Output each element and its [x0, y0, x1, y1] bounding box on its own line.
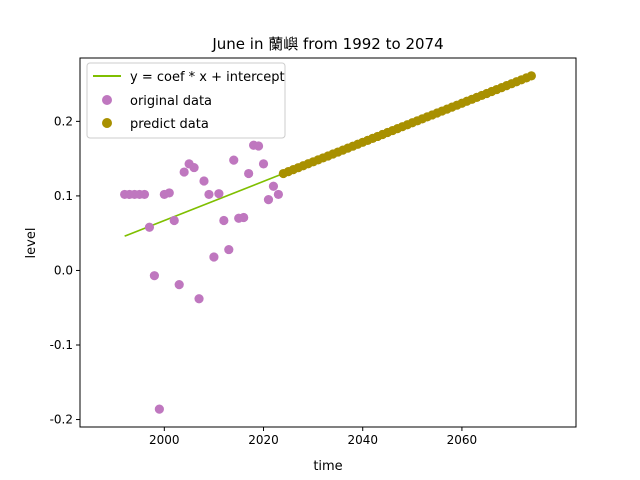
original-data-point: [154, 404, 164, 414]
original-data-point: [219, 215, 229, 226]
original-data-point: [149, 271, 159, 281]
original-data-point: [199, 176, 209, 186]
plot-area: [120, 71, 536, 414]
original-data-point: [209, 252, 219, 262]
legend: y = coef * x + intercept original data p…: [86, 62, 286, 139]
original-data-point: [194, 294, 204, 304]
original-data-point: [179, 167, 189, 177]
original-data-point: [214, 189, 224, 199]
x-tick-label: 2040: [347, 433, 378, 447]
y-axis: -0.2 -0.1 0.0 0.1 0.2: [50, 114, 80, 427]
x-tick-label: 2020: [248, 433, 279, 447]
plot-frame: [79, 57, 577, 428]
predict-data-point: [526, 71, 536, 81]
legend-original-label: original data: [130, 94, 212, 109]
y-tick-label: 0.0: [54, 263, 73, 277]
y-tick-label: 0.1: [54, 189, 73, 203]
y-tick-label: -0.1: [50, 338, 73, 352]
original-data-point: [144, 222, 155, 232]
original-data-point: [174, 280, 184, 290]
x-tick-label: 2000: [149, 433, 180, 447]
original-data-point: [258, 159, 269, 169]
y-axis-label: level: [24, 228, 39, 259]
chart-title: June in 蘭嶼 from 1992 to 2074: [211, 35, 443, 53]
original-data-point: [189, 162, 199, 173]
y-tick-label: 0.2: [54, 114, 73, 128]
original-data-point: [169, 215, 179, 226]
original-data-point: [224, 244, 234, 255]
original-data-point: [239, 212, 249, 223]
x-axis: 2000 2020 2040 2060: [149, 427, 477, 447]
original-data-point: [253, 141, 264, 151]
original-data-point: [263, 195, 274, 205]
y-tick-label: -0.2: [50, 413, 73, 427]
original-data-point: [244, 168, 254, 179]
x-tick-label: 2060: [447, 433, 478, 447]
legend-fit-line-label: y = coef * x + intercept: [130, 70, 285, 85]
legend-box: [86, 62, 286, 139]
original-data-point: [204, 189, 214, 200]
legend-original-marker: [102, 95, 112, 105]
original-data-point: [268, 181, 279, 191]
legend-predict-marker: [102, 118, 112, 128]
original-data-point: [229, 155, 239, 165]
original-data-point: [273, 189, 283, 200]
original-data-point: [139, 189, 150, 200]
x-axis-label: time: [313, 459, 342, 474]
original-data-point: [164, 188, 174, 198]
legend-predict-label: predict data: [130, 117, 209, 132]
